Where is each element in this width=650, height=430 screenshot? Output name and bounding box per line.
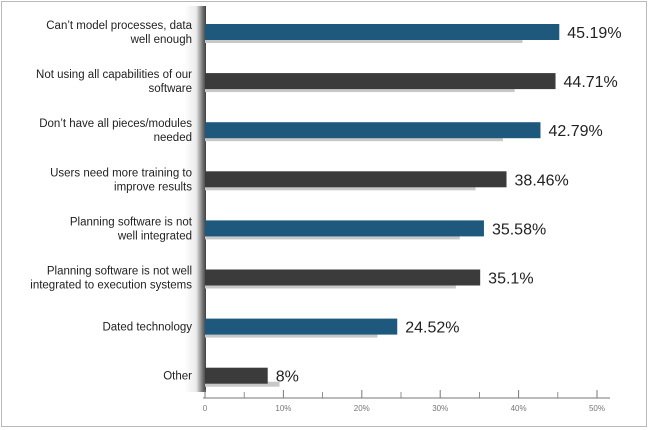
x-tick-label: 10% [275,404,291,413]
bar [205,269,481,286]
category-label: Not using all capabilities of our [36,69,192,81]
secondary-bar [205,381,280,387]
category-label: well integrated [117,230,192,242]
category-label: Don’t have all pieces/modules [39,118,192,130]
secondary-bar [205,185,476,191]
bar [205,318,398,335]
category-label: needed [154,132,192,144]
secondary-bar [205,332,378,338]
x-tick-label: 30% [432,404,448,413]
axis-shadow [184,6,206,392]
value-label: 35.58% [492,221,546,238]
secondary-bar [205,136,503,142]
bar [205,24,560,40]
bar [205,171,507,188]
x-tick-label: 0 [203,404,208,413]
value-label: 42.79% [548,123,602,140]
category-label: Users need more training to [50,167,192,179]
x-tick-label: 50% [589,404,605,413]
category-label: well enough [130,34,192,46]
secondary-bar [205,87,515,93]
bar [205,122,541,139]
category-label: software [149,83,192,95]
value-label: 44.71% [564,74,618,91]
secondary-bar [205,283,456,289]
category-label: Other [163,371,192,383]
bar [205,220,484,237]
value-label: 45.19% [567,25,621,42]
value-label: 8% [276,369,299,386]
value-label: 24.52% [405,320,459,337]
category-label: integrated to execution systems [30,280,192,292]
category-label: improve results [114,181,192,193]
x-tick-label: 20% [354,404,370,413]
value-label: 35.1% [488,271,533,288]
x-tick-label: 40% [511,404,527,413]
secondary-bar [205,38,523,43]
secondary-bar [205,234,460,240]
category-label: Can’t model processes, data [46,20,192,32]
category-label: Planning software is not well [47,266,192,278]
category-label: Planning software is not [70,216,193,228]
plot-layer: 45.19% Can’t model processes, data well en… [30,20,621,413]
category-label: Dated technology [102,322,192,334]
bar [205,367,268,384]
value-label: 38.46% [515,172,569,189]
bar [205,73,556,90]
